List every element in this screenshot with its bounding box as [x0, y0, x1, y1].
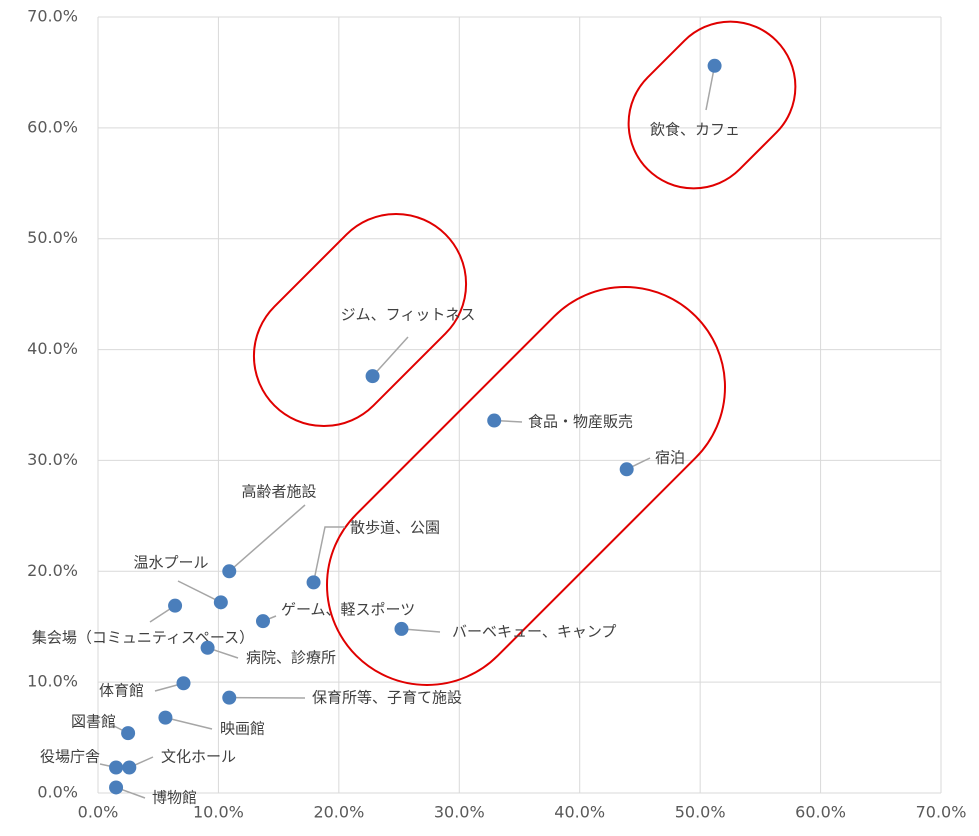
x-tick-label: 60.0%: [795, 803, 846, 822]
point-label: ジム、フィットネス: [341, 306, 476, 324]
y-tick-label: 0.0%: [37, 783, 78, 802]
marks: 飲食、カフェジム、フィットネス食品・物産販売宿泊高齢者施設散歩道、公園温水プール…: [32, 58, 740, 807]
x-tick-label: 70.0%: [916, 803, 967, 822]
x-tick-label: 10.0%: [193, 803, 244, 822]
point: [707, 58, 722, 73]
point: [109, 780, 124, 795]
leader-line: [177, 580, 222, 603]
y-tick-label: 30.0%: [27, 450, 78, 469]
leader-line: [312, 526, 345, 583]
leader-line: [165, 716, 213, 730]
highlights: [252, 20, 797, 686]
point-label: 文化ホール: [161, 748, 236, 766]
x-tick-label: 50.0%: [675, 803, 726, 822]
point-label: 散歩道、公園: [350, 519, 440, 537]
y-tick-label: 40.0%: [27, 339, 78, 358]
point-label: 食品・物産販売: [528, 413, 633, 431]
point-label: 図書館: [71, 713, 116, 731]
x-tick-label: 40.0%: [554, 803, 605, 822]
leader-line: [228, 504, 306, 572]
point-label: 集会場（コミュニティスペース）: [32, 629, 254, 647]
point-label: 体育館: [99, 682, 144, 700]
x-tick-label: 20.0%: [313, 803, 364, 822]
point-label: 飲食、カフェ: [650, 121, 740, 139]
point: [394, 621, 409, 636]
point: [121, 726, 136, 741]
point: [200, 640, 215, 655]
point-label: 映画館: [220, 720, 265, 738]
point: [168, 598, 183, 613]
point: [306, 575, 321, 590]
highlight-ellipse: [326, 286, 726, 686]
point: [222, 690, 237, 705]
x-tick-label: 0.0%: [78, 803, 119, 822]
point-label: 保育所等、子育て施設: [312, 689, 462, 707]
point: [213, 595, 228, 610]
point-label: 役場庁舎: [40, 748, 100, 766]
leader-line: [705, 65, 716, 111]
point: [122, 760, 137, 775]
y-tick-label: 50.0%: [27, 228, 78, 247]
point: [487, 413, 502, 428]
point-label: バーベキュー、キャンプ: [452, 623, 616, 641]
y-tick-label: 70.0%: [27, 7, 78, 26]
grid: 0.0% 10.0% 20.0% 30.0% 40.0% 50.0% 60.0% 70.0% 0…: [27, 7, 966, 822]
x-tick-label: 30.0%: [434, 803, 485, 822]
point-label: 温水プール: [133, 554, 208, 572]
point: [365, 369, 380, 384]
point-label: 宿泊: [655, 449, 685, 467]
point-label: 高齢者施設: [241, 483, 316, 501]
point: [176, 676, 191, 691]
highlight-ellipse: [252, 212, 468, 428]
point-label: 病院、診療所: [246, 649, 336, 667]
leader-line: [372, 336, 409, 377]
point: [255, 614, 270, 629]
y-tick-label: 20.0%: [27, 561, 78, 580]
point: [222, 564, 237, 579]
y-tick-label: 10.0%: [27, 672, 78, 691]
y-tick-label: 60.0%: [27, 117, 78, 136]
point-label: 博物館: [152, 789, 197, 807]
point: [158, 710, 173, 725]
point-label: ゲーム、軽スポーツ: [281, 601, 415, 619]
point: [109, 760, 124, 775]
point: [619, 462, 634, 477]
highlight-ellipse: [627, 20, 797, 190]
